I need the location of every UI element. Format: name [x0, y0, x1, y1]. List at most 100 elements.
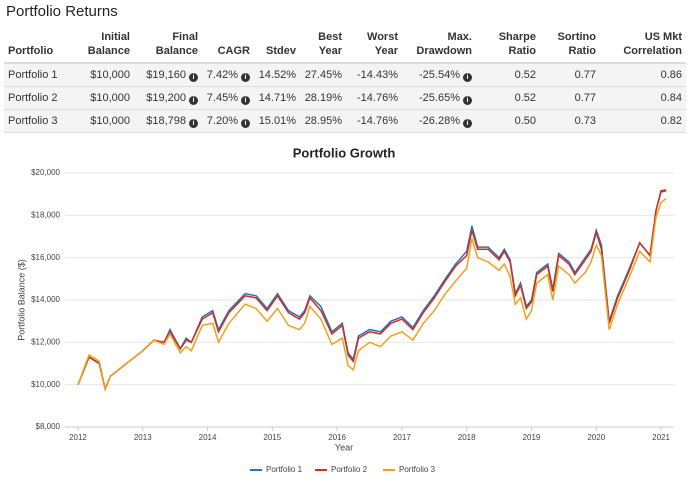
table-cell: -14.76% [346, 109, 402, 133]
cell-value: $19,200 [146, 91, 186, 104]
y-tick-label: $12,000 [31, 337, 60, 346]
column-header: Best Year [300, 28, 346, 64]
cell-value: 7.20% [206, 114, 238, 127]
table-cell: 7.42% i [202, 63, 254, 87]
table-cell: 0.86 [600, 63, 686, 87]
table-cell: 15.01% [254, 109, 300, 133]
table-cell: -25.65% i [402, 86, 476, 110]
cell-value: 15.01% [258, 115, 296, 127]
info-icon: i [463, 118, 472, 128]
table-cell: 28.19% [300, 86, 346, 110]
table-cell: 7.45% i [202, 86, 254, 110]
x-tick-label: 2014 [199, 433, 217, 442]
y-tick-label: $8,000 [36, 422, 61, 431]
y-tick-label: $20,000 [31, 168, 60, 177]
cell-value: $10,000 [90, 115, 130, 127]
table-cell: 0.84 [600, 86, 686, 110]
table-cell: 14.71% [254, 86, 300, 110]
cell-value: 0.86 [660, 69, 682, 81]
info-icon: i [241, 118, 250, 128]
table-cell: $19,200 i [134, 86, 202, 110]
column-header: Initial Balance [82, 28, 134, 64]
column-header: Portfolio [4, 28, 82, 64]
cell-value: 0.77 [574, 92, 596, 104]
cell-value: 0.52 [514, 69, 536, 81]
table-cell: Portfolio 2 [4, 86, 82, 110]
column-header: Stdev [254, 28, 300, 64]
legend-label: Portfolio 1 [266, 465, 303, 474]
y-tick-label: $14,000 [31, 295, 60, 304]
table-cell: 0.82 [600, 109, 686, 133]
column-header: Final Balance [134, 28, 202, 64]
y-axis-label: Portfolio Balance ($) [16, 259, 26, 341]
legend-label: Portfolio 2 [331, 465, 368, 474]
x-tick-label: 2020 [587, 433, 605, 442]
x-tick-label: 2017 [393, 433, 411, 442]
table-cell: -25.54% i [402, 63, 476, 87]
x-tick-label: 2016 [328, 433, 346, 442]
table-row: Portfolio 3 $10,000 $18,798 i 7.20% i 15.01% 28… [4, 109, 686, 133]
table-row: Portfolio 1 $10,000 $19,160 i 7.42% i 14.52% 27… [4, 63, 686, 87]
cell-value: 7.42% [206, 68, 238, 81]
cell-value: -14.76% [357, 115, 398, 127]
cell-value: Portfolio 1 [8, 69, 58, 81]
cell-value: 0.50 [514, 115, 536, 127]
x-tick-label: 2013 [134, 433, 152, 442]
info-icon: i [463, 72, 472, 82]
series-line [77, 189, 667, 392]
table-cell: $18,798 i [134, 109, 202, 133]
table-cell: 0.73 [540, 109, 600, 133]
table-cell: $10,000 [82, 86, 134, 110]
cell-value: -26.28% [419, 114, 460, 127]
table-cell: 14.52% [254, 63, 300, 87]
cell-value: 0.82 [660, 115, 682, 127]
cell-value: $10,000 [90, 69, 130, 81]
table-cell: Portfolio 1 [4, 63, 82, 87]
header-row: Portfolio Initial Balance Final Balance CAG… [4, 28, 686, 64]
table-cell: 0.50 [476, 109, 540, 133]
y-tick-label: $16,000 [31, 253, 60, 262]
y-tick-label: $10,000 [31, 380, 60, 389]
cell-value: 0.52 [514, 92, 536, 104]
cell-value: 28.95% [304, 115, 342, 127]
cell-value: 14.71% [258, 92, 296, 104]
column-header: Max. Drawdown [402, 28, 476, 64]
cell-value: 7.45% [206, 91, 238, 104]
x-tick-label: 2019 [523, 433, 541, 442]
table-cell: 7.20% i [202, 109, 254, 133]
table-cell: -26.28% i [402, 109, 476, 133]
table-cell: 0.77 [540, 86, 600, 110]
info-icon: i [189, 72, 198, 82]
info-icon: i [241, 72, 250, 82]
info-icon: i [463, 95, 472, 105]
x-tick-label: 2015 [263, 433, 281, 442]
table-cell: $10,000 [82, 109, 134, 133]
table-cell: Portfolio 3 [4, 109, 82, 133]
column-header: Sharpe Ratio [476, 28, 540, 64]
table-cell: 27.45% [300, 63, 346, 87]
x-tick-label: 2012 [69, 433, 87, 442]
cell-value: 0.73 [574, 115, 596, 127]
table-cell: $10,000 [82, 63, 134, 87]
x-tick-label: 2021 [652, 433, 670, 442]
table-row: Portfolio 2 $10,000 $19,200 i 7.45% i 14.71% 28… [4, 86, 686, 110]
cell-value: -14.76% [357, 92, 398, 104]
cell-value: -25.54% [419, 68, 460, 81]
cell-value: 0.84 [660, 92, 682, 104]
table-cell: -14.76% [346, 86, 402, 110]
table-cell: 0.52 [476, 63, 540, 87]
section-title: Portfolio Returns [6, 3, 118, 20]
cell-value: -14.43% [357, 69, 398, 81]
column-header: US Mkt Correlation [600, 28, 686, 64]
chart-title: Portfolio Growth [293, 145, 396, 160]
info-icon: i [241, 95, 250, 105]
x-tick-label: 2018 [458, 433, 476, 442]
column-header: CAGR [202, 28, 254, 64]
column-header: Sortino Ratio [540, 28, 600, 64]
y-tick-label: $18,000 [31, 210, 60, 219]
cell-value: 27.45% [304, 69, 342, 81]
cell-value: 0.77 [574, 69, 596, 81]
cell-value: $10,000 [90, 92, 130, 104]
table-cell: $19,160 i [134, 63, 202, 87]
